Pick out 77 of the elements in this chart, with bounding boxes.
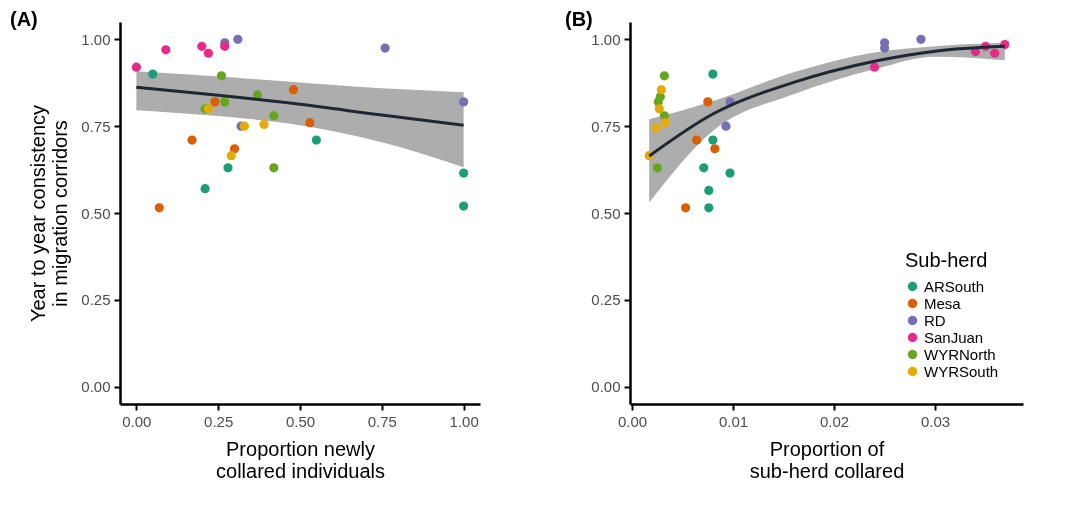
point [710,144,720,154]
x-tick-label: 0.25 [204,412,234,430]
point [161,45,171,55]
point [704,203,714,213]
x-tick-label: 0.75 [367,412,397,430]
point [459,97,469,107]
point [380,43,390,53]
point [654,104,664,114]
point [259,119,269,130]
point [197,41,207,51]
point [288,85,299,95]
y-tick-label: 0.75 [591,117,621,135]
y-tick-label: 0.25 [81,291,111,309]
point [721,121,731,131]
point [216,71,227,81]
point [869,62,880,72]
y-tick-label: 1.00 [591,30,621,48]
y-tick-label: 0.00 [591,378,621,396]
x-tick-label: 0.02 [819,412,850,430]
point [725,168,735,178]
y-tick-label: 0.25 [591,291,621,309]
y-axis-title: Year to year consistency in migration corridors [27,104,72,323]
point [269,111,279,121]
point [223,163,233,173]
x-tick-label: 0.50 [285,412,316,430]
line-series [134,85,466,127]
point [311,135,321,145]
point [990,48,1000,58]
point [203,48,213,58]
point [220,97,230,107]
point [680,203,691,213]
point [660,118,670,128]
point [459,168,469,178]
point [652,163,662,173]
point [659,71,669,81]
legend-label: ARSouth [924,277,985,295]
point [703,97,713,107]
point [269,163,279,173]
chart-title: (A) [10,8,38,30]
point [154,203,164,213]
y-tick-label: 0.00 [81,378,111,396]
point [200,184,210,194]
point [692,135,702,145]
x-tick-label: 0.03 [921,412,951,430]
point [704,185,714,196]
point [131,62,141,72]
legend-label: WYRNorth [924,345,996,363]
chart-title: (B) [565,8,593,30]
point [187,135,197,145]
point [708,69,718,79]
y-tick-label: 1.00 [81,30,111,48]
x-tick-label: 1.00 [449,412,479,430]
x-axis-title: Proportion newly collared individuals [216,437,385,482]
point [708,135,718,145]
legend-title: Sub-herd [905,249,988,271]
point [305,118,315,128]
point [656,85,666,95]
y-tick-label: 0.50 [81,204,111,222]
y-tick-label: 0.75 [81,117,111,135]
point [699,163,709,173]
point [226,151,236,161]
x-tick-label: 0.00 [122,412,152,430]
legend-label: WYRSouth [924,362,999,380]
point [916,34,926,44]
x-tick-label: 0.01 [718,412,749,430]
legend-label: RD [924,311,946,329]
legend-label: Mesa [924,294,962,312]
point [148,69,158,79]
point [229,144,240,154]
legend-label: SanJuan [924,328,984,346]
point [651,123,661,133]
point [459,201,469,211]
y-tick-label: 0.50 [591,204,621,222]
x-axis-title: Proportion of sub-herd collared [749,437,905,482]
point [210,97,220,107]
point [233,34,243,44]
x-tick-label: 0.00 [617,412,648,430]
